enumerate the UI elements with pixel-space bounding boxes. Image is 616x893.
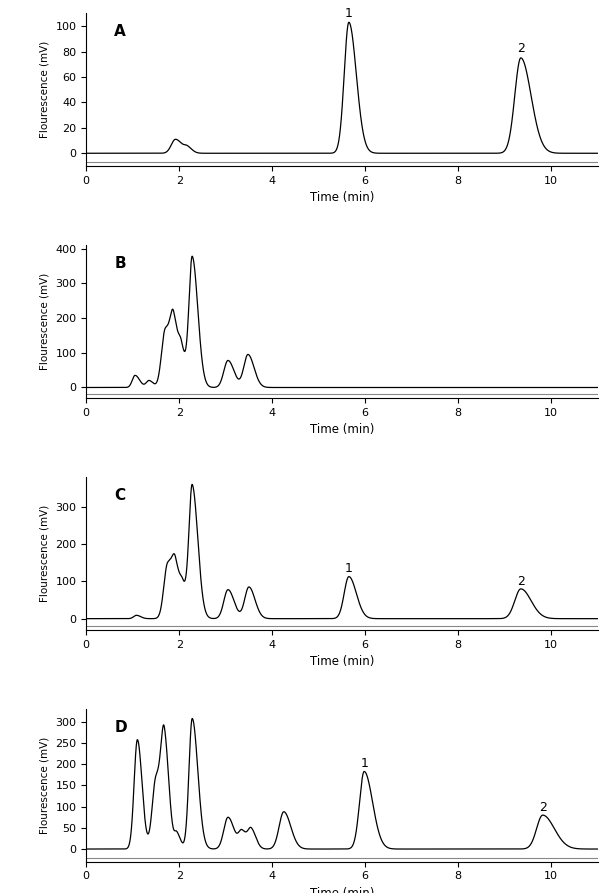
- Text: A: A: [115, 24, 126, 39]
- Y-axis label: Flourescence (mV): Flourescence (mV): [40, 273, 50, 371]
- X-axis label: Time (min): Time (min): [310, 191, 374, 204]
- Text: C: C: [115, 488, 126, 503]
- Text: B: B: [115, 256, 126, 271]
- Y-axis label: Flourescence (mV): Flourescence (mV): [40, 505, 50, 602]
- Text: 1: 1: [360, 757, 368, 770]
- X-axis label: Time (min): Time (min): [310, 887, 374, 893]
- Text: 1: 1: [345, 563, 353, 575]
- Text: 2: 2: [517, 42, 525, 55]
- Text: 1: 1: [345, 7, 353, 20]
- Text: 2: 2: [517, 575, 525, 588]
- X-axis label: Time (min): Time (min): [310, 423, 374, 436]
- X-axis label: Time (min): Time (min): [310, 655, 374, 668]
- Text: 2: 2: [539, 801, 546, 814]
- Text: D: D: [115, 720, 127, 735]
- Y-axis label: Flourescence (mV): Flourescence (mV): [40, 41, 50, 138]
- Y-axis label: Flourescence (mV): Flourescence (mV): [40, 737, 50, 834]
